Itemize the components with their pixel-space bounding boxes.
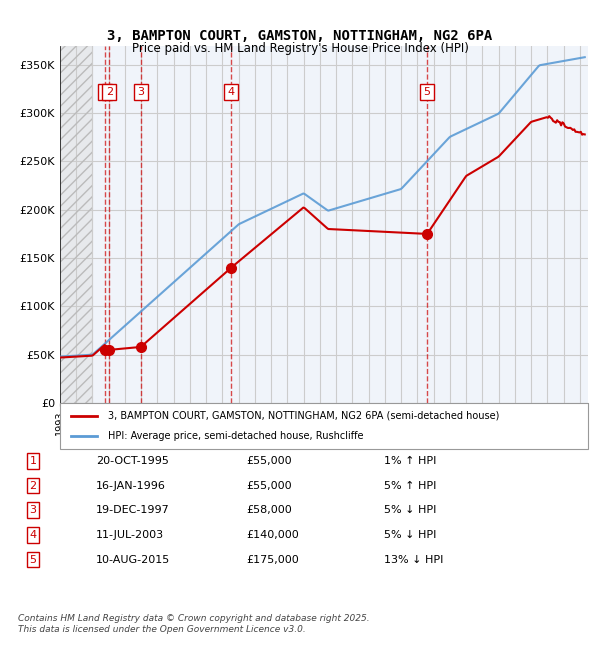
Text: 5% ↓ HPI: 5% ↓ HPI [384,530,436,540]
Text: 5% ↓ HPI: 5% ↓ HPI [384,505,436,515]
Text: 19-DEC-1997: 19-DEC-1997 [96,505,170,515]
Text: £140,000: £140,000 [246,530,299,540]
Text: £58,000: £58,000 [246,505,292,515]
Text: 3: 3 [137,87,144,97]
Text: 4: 4 [29,530,37,540]
Text: 13% ↓ HPI: 13% ↓ HPI [384,554,443,565]
Text: £55,000: £55,000 [246,480,292,491]
Text: 10-AUG-2015: 10-AUG-2015 [96,554,170,565]
Text: £175,000: £175,000 [246,554,299,565]
Text: Price paid vs. HM Land Registry's House Price Index (HPI): Price paid vs. HM Land Registry's House … [131,42,469,55]
Text: 3: 3 [29,505,37,515]
Bar [60,46,92,403]
Text: 5: 5 [29,554,37,565]
Text: 5% ↑ HPI: 5% ↑ HPI [384,480,436,491]
Bar [60,46,92,403]
Text: 16-JAN-1996: 16-JAN-1996 [96,480,166,491]
Text: 2: 2 [29,480,37,491]
Text: 1% ↑ HPI: 1% ↑ HPI [384,456,436,466]
Text: 3, BAMPTON COURT, GAMSTON, NOTTINGHAM, NG2 6PA: 3, BAMPTON COURT, GAMSTON, NOTTINGHAM, N… [107,29,493,44]
Text: 20-OCT-1995: 20-OCT-1995 [96,456,169,466]
Text: 4: 4 [227,87,235,97]
Text: 2: 2 [106,87,113,97]
Text: 1: 1 [29,456,37,466]
Text: 1: 1 [102,87,109,97]
Text: 11-JUL-2003: 11-JUL-2003 [96,530,164,540]
Text: HPI: Average price, semi-detached house, Rushcliffe: HPI: Average price, semi-detached house,… [107,431,363,441]
Text: 5: 5 [424,87,431,97]
Text: 3, BAMPTON COURT, GAMSTON, NOTTINGHAM, NG2 6PA (semi-detached house): 3, BAMPTON COURT, GAMSTON, NOTTINGHAM, N… [107,411,499,421]
Text: Contains HM Land Registry data © Crown copyright and database right 2025.
This d: Contains HM Land Registry data © Crown c… [18,614,370,634]
FancyBboxPatch shape [60,403,588,448]
Text: £55,000: £55,000 [246,456,292,466]
